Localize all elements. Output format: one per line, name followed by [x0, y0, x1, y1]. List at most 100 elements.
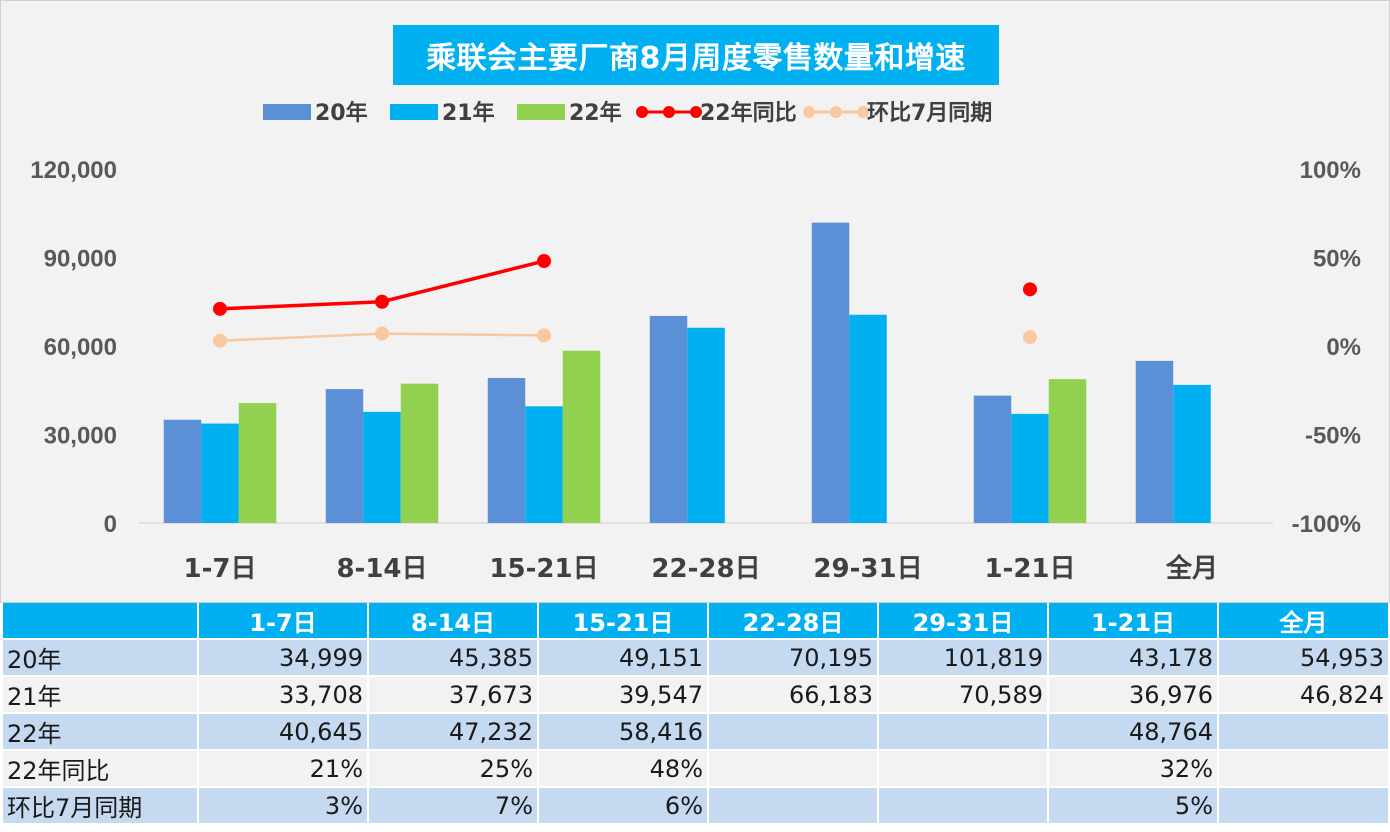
bar-20年	[973, 395, 1012, 523]
table-cell: 101,819	[879, 640, 1049, 677]
table-cell: 33,708	[199, 677, 369, 714]
table-header-cell: 22-28日	[709, 603, 879, 640]
table-cell: 5%	[1049, 788, 1219, 825]
legend-item: 22年同比	[636, 100, 797, 126]
table-row-label: 22年同比	[3, 751, 199, 788]
legend-item: 20年	[263, 100, 368, 126]
table-cell: 70,589	[879, 677, 1049, 714]
table-row: 21年 33,708 37,673 39,547 66,183 70,589 36,976 4…	[3, 677, 1390, 714]
x-tick-label: 15-21日	[489, 554, 598, 584]
table-cell: 66,183	[709, 677, 879, 714]
y-tick-label: 90,000	[44, 246, 117, 273]
table-header-cell: 全月	[1219, 603, 1390, 640]
legend-marker	[857, 106, 869, 118]
chart-title-box: 乘联会主要厂商8月周度零售数量和增速	[393, 25, 999, 85]
table-cell: 70,195	[709, 640, 879, 677]
legend-item: 21年	[390, 100, 495, 126]
table-cell: 39,547	[539, 677, 709, 714]
y2-tick-label: 0%	[1326, 334, 1361, 361]
legend-swatch	[390, 104, 438, 120]
table-cell: 40,645	[199, 714, 369, 751]
y2-tick-label: -100%	[1292, 511, 1361, 538]
table-header-cell: 29-31日	[879, 603, 1049, 640]
point-环比7月同期	[375, 326, 389, 341]
y2-tick-label: 50%	[1313, 246, 1361, 273]
table-cell: 36,976	[1049, 677, 1219, 714]
table-cell: 48,764	[1049, 714, 1219, 751]
bar-20年	[1135, 360, 1174, 523]
legend-label: 21年	[442, 100, 495, 126]
legend-label: 22年同比	[700, 100, 797, 126]
table-cell	[709, 714, 879, 751]
legend-item: 22年	[517, 100, 622, 126]
bar-21年	[687, 327, 725, 523]
bar-22年	[238, 403, 277, 523]
table-cell: 7%	[369, 788, 539, 825]
table-row-label: 21年	[3, 677, 199, 714]
table-row-label: 环比7月同期	[3, 788, 199, 825]
point-22年同比	[213, 301, 227, 316]
x-tick-label: 22-28日	[651, 554, 760, 584]
legend-swatch	[263, 104, 311, 120]
table-row-label: 20年	[3, 640, 199, 677]
legend-marker	[690, 106, 702, 118]
y-tick-label: 30,000	[44, 423, 117, 450]
chart-title: 乘联会主要厂商8月周度零售数量和增速	[426, 41, 966, 76]
table-cell: 25%	[369, 751, 539, 788]
data-table: 1-7日 8-14日 15-21日 22-28日 29-31日 1-21日 全月 20年 34,…	[3, 603, 1390, 825]
table-row: 22年同比 21% 25% 48% 32%	[3, 751, 1390, 788]
bar-20年	[487, 378, 526, 523]
legend-label: 20年	[315, 100, 368, 126]
table-cell: 3%	[199, 788, 369, 825]
table-cell: 6%	[539, 788, 709, 825]
bar-21年	[525, 406, 563, 523]
chart-svg: 0 30,000 60,000 90,000 120,000 -100% -50% 0% 50%…	[30, 100, 1361, 584]
table-cell	[879, 751, 1049, 788]
bar-20年	[325, 389, 364, 523]
table-cell: 58,416	[539, 714, 709, 751]
x-tick-label: 29-31日	[813, 554, 922, 584]
point-22年同比	[1023, 282, 1037, 297]
x-tick-label: 1-21日	[984, 554, 1075, 584]
table-cell: 45,385	[369, 640, 539, 677]
table-header-row: 1-7日 8-14日 15-21日 22-28日 29-31日 1-21日 全月	[3, 603, 1390, 640]
chart-area: 0 30,000 60,000 90,000 120,000 -100% -50% 0% 50%…	[0, 0, 1390, 603]
point-环比7月同期	[213, 333, 227, 348]
bar-22年	[562, 350, 601, 523]
table-cell	[709, 751, 879, 788]
bar-21年	[849, 314, 887, 523]
table-cell: 34,999	[199, 640, 369, 677]
x-tick-label: 8-14日	[336, 554, 427, 584]
table-cell: 46,824	[1219, 677, 1390, 714]
bar-22年	[400, 383, 439, 523]
bar-20年	[649, 315, 688, 523]
bar-20年	[811, 222, 850, 523]
table-cell	[1219, 751, 1390, 788]
y-tick-label: 120,000	[30, 157, 117, 184]
table-cell: 21%	[199, 751, 369, 788]
table-cell: 47,232	[369, 714, 539, 751]
table-cell: 32%	[1049, 751, 1219, 788]
table-header-cell: 8-14日	[369, 603, 539, 640]
table-cell	[879, 714, 1049, 751]
legend-marker	[830, 106, 842, 118]
y2-tick-label: 100%	[1300, 157, 1361, 184]
point-环比7月同期	[1023, 330, 1037, 345]
legend-marker	[803, 106, 815, 118]
legend-item: 环比7月同期	[803, 101, 992, 126]
table-header-cell	[3, 603, 199, 640]
table-cell	[1219, 714, 1390, 751]
y-tick-label: 0	[104, 511, 117, 538]
table-header-cell: 15-21日	[539, 603, 709, 640]
bar-21年	[363, 411, 401, 523]
legend-marker	[636, 106, 648, 118]
bar-20年	[163, 419, 202, 523]
table-cell	[709, 788, 879, 825]
table-cell: 43,178	[1049, 640, 1219, 677]
table-row: 22年 40,645 47,232 58,416 48,764	[3, 714, 1390, 751]
table-header-cell: 1-7日	[199, 603, 369, 640]
bar-21年	[201, 423, 239, 523]
y-tick-label: 60,000	[44, 334, 117, 361]
table-cell: 37,673	[369, 677, 539, 714]
table-row-label: 22年	[3, 714, 199, 751]
